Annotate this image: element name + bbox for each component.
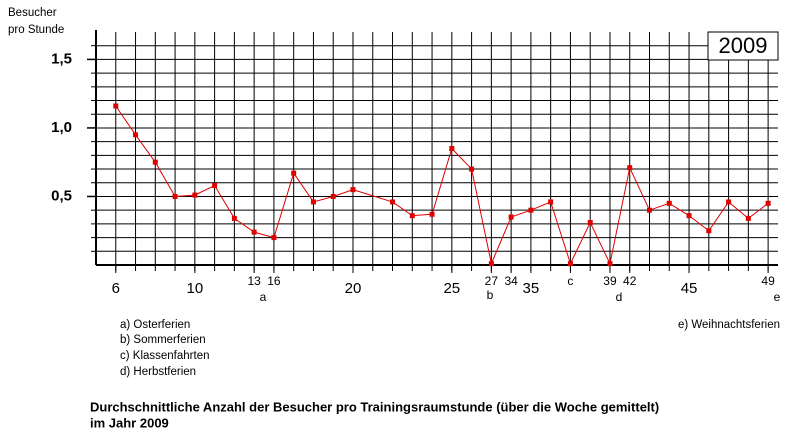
note: b) Sommerferien: [120, 334, 206, 346]
data-point: [765, 200, 771, 206]
data-point: [409, 213, 415, 219]
y-tick-label: 1,0: [51, 119, 72, 136]
data-point: [133, 132, 139, 138]
chart-title: Durchschnittliche Anzahl der Besucher pr…: [90, 399, 659, 414]
note: e) Weihnachtsferien: [678, 319, 780, 331]
y-tick-label: 1,5: [51, 50, 72, 67]
x-tick-label: 35: [523, 280, 540, 297]
data-point: [587, 220, 593, 226]
x-tick-label: 45: [681, 280, 698, 297]
data-point: [310, 199, 316, 205]
annotation: a: [260, 290, 267, 304]
annotation: b: [487, 288, 494, 302]
badge-box: [707, 31, 779, 61]
x-tick-label: c: [567, 274, 573, 288]
data-point: [429, 211, 435, 217]
data-point: [172, 193, 178, 199]
x-tick-label: 25: [443, 280, 460, 297]
x-tick-label: 39: [603, 274, 617, 288]
x-tick-label: 27: [485, 274, 499, 288]
x-tick-label: 13: [247, 274, 261, 288]
x-tick-label: 34: [504, 274, 518, 288]
data-point: [686, 213, 692, 219]
data-point: [726, 199, 732, 205]
data-point: [745, 215, 751, 221]
data-point: [607, 261, 613, 267]
data-point: [508, 214, 514, 220]
data-point: [113, 103, 119, 109]
data-point: [350, 187, 356, 193]
note: d) Herbstferien: [120, 366, 196, 378]
data-point: [271, 235, 277, 241]
data-point: [666, 200, 672, 206]
chart-title: im Jahr 2009: [90, 415, 169, 430]
x-tick-label: 6: [112, 280, 120, 297]
note: c) Klassenfahrten: [120, 350, 210, 362]
data-point: [449, 146, 455, 151]
y-axis-label: Besucher: [8, 7, 57, 19]
data-point: [291, 170, 297, 176]
data-point: [469, 166, 475, 172]
data-point: [212, 183, 218, 189]
data-point: [390, 199, 396, 205]
data-point: [627, 165, 633, 171]
x-tick-label: 10: [186, 280, 203, 297]
data-point: [706, 228, 712, 234]
x-tick-label: 42: [623, 274, 637, 288]
x-tick-label: 16: [267, 274, 281, 288]
data-point: [330, 193, 336, 199]
y-axis-label: pro Stunde: [8, 24, 64, 36]
annotation: e: [774, 290, 781, 304]
badge: 2009: [719, 33, 768, 58]
data-point: [251, 229, 257, 235]
annotation: d: [616, 290, 623, 304]
data-point: [488, 261, 494, 267]
data-point: [647, 207, 653, 213]
data-point: [192, 192, 198, 198]
data-point: [231, 215, 237, 221]
x-tick-label: 49: [761, 274, 775, 288]
data-point: [528, 207, 534, 213]
data-point: [567, 261, 573, 267]
x-tick-label: 20: [345, 280, 362, 297]
note: a) Osterferien: [120, 319, 190, 331]
y-tick-label: 0,5: [51, 187, 72, 204]
data-point: [152, 159, 158, 165]
data-point: [548, 199, 554, 205]
